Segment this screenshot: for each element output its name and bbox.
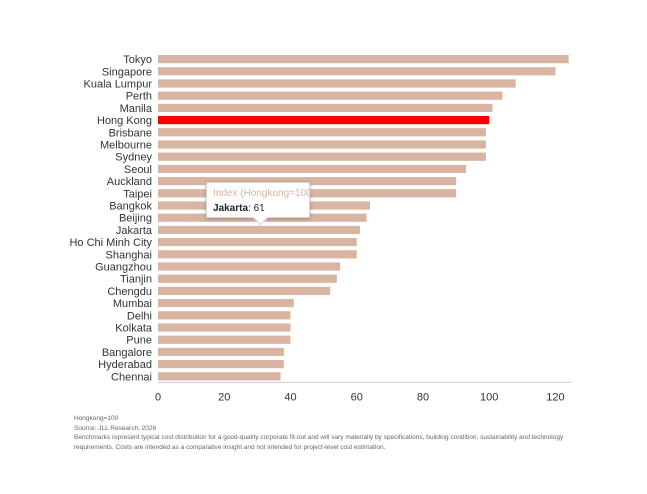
category-label-hyderabad: Hyderabad <box>98 359 152 371</box>
tooltip-body: Jakarta: 61 <box>213 202 303 216</box>
bar-seoul[interactable] <box>158 164 467 173</box>
bar-jakarta[interactable] <box>158 225 361 234</box>
footnote-index-note: Hongkong=100 <box>74 415 119 422</box>
footnote-disclaimer: Benchmarks represent typical cost distri… <box>74 434 564 451</box>
category-label-beijing: Beijing <box>119 213 152 225</box>
x-tick-label-80: 80 <box>417 391 429 403</box>
bar-singapore[interactable] <box>158 67 556 76</box>
tooltip: Index (Hongkong=100) Jakarta: 61 <box>206 182 316 218</box>
bar-melbourne[interactable] <box>158 140 486 149</box>
category-label-bangkok: Bangkok <box>109 201 152 213</box>
bar-mumbai[interactable] <box>158 299 294 308</box>
x-axis-ticks-group: 0 20 40 60 80 100 120 <box>155 391 565 403</box>
category-label-pune: Pune <box>126 335 152 347</box>
category-label-hong-kong: Hong Kong <box>97 115 152 127</box>
category-label-sydney: Sydney <box>115 152 152 164</box>
bar-chennai[interactable] <box>158 372 281 381</box>
tooltip-label: Jakarta <box>213 203 249 214</box>
bar-hong-kong[interactable] <box>158 116 490 125</box>
bar-tokyo[interactable] <box>158 55 569 64</box>
tooltip-value: 61 <box>253 203 265 214</box>
category-label-singapore: Singapore <box>102 66 152 78</box>
category-label-perth: Perth <box>126 91 152 103</box>
bar-bangalore[interactable] <box>158 347 284 356</box>
category-label-melbourne: Melbourne <box>100 140 152 152</box>
category-label-jakarta: Jakarta <box>116 225 153 237</box>
category-label-manila: Manila <box>120 103 153 115</box>
category-label-seoul: Seoul <box>124 164 152 176</box>
x-tick-label-20: 20 <box>218 391 230 403</box>
bar-manila[interactable] <box>158 103 493 112</box>
x-tick-label-0: 0 <box>155 391 161 403</box>
x-tick-label-40: 40 <box>284 391 296 403</box>
bar-brisbane[interactable] <box>158 128 486 137</box>
category-label-chengdu: Chengdu <box>107 286 152 298</box>
bar-kuala-lumpur[interactable] <box>158 79 516 88</box>
tooltip-separator: : <box>248 203 254 214</box>
category-label-chennai: Chennai <box>111 371 152 383</box>
bar-hyderabad[interactable] <box>158 360 284 369</box>
bar-kolkata[interactable] <box>158 323 291 332</box>
category-label-kuala-lumpur: Kuala Lumpur <box>84 79 153 91</box>
category-label-brisbane: Brisbane <box>109 127 152 139</box>
category-label-tokyo: Tokyo <box>123 54 152 66</box>
category-label-bangalore: Bangalore <box>102 347 152 359</box>
category-label-kolkata: Kolkata <box>115 323 153 335</box>
bar-chengdu[interactable] <box>158 286 331 295</box>
bar-perth[interactable] <box>158 91 503 100</box>
bar-ho-chi-minh-city[interactable] <box>158 238 357 247</box>
category-label-ho-chi-minh-city: Ho Chi Minh City <box>69 237 152 249</box>
bar-sydney[interactable] <box>158 152 486 161</box>
category-label-guangzhou: Guangzhou <box>95 262 152 274</box>
bar-delhi[interactable] <box>158 311 291 320</box>
bar-tianjin[interactable] <box>158 274 337 283</box>
category-label-delhi: Delhi <box>127 310 152 322</box>
bar-pune[interactable] <box>158 335 291 344</box>
x-tick-label-100: 100 <box>480 391 498 403</box>
bar-shanghai[interactable] <box>158 250 357 259</box>
bar-guangzhou[interactable] <box>158 262 341 271</box>
x-tick-label-60: 60 <box>351 391 363 403</box>
footnote-source: Source: JLL Research, 2026 <box>74 424 157 432</box>
category-label-auckland: Auckland <box>107 176 152 188</box>
category-label-mumbai: Mumbai <box>113 298 152 310</box>
category-label-shanghai: Shanghai <box>106 249 153 261</box>
category-label-tianjin: Tianjin <box>120 274 152 286</box>
category-label-taipei: Taipei <box>123 188 152 200</box>
x-tick-label-120: 120 <box>546 391 564 403</box>
footnotes: Hongkong=100 Source: JLL Research, 2026 … <box>74 414 594 452</box>
tooltip-title: Index (Hongkong=100) <box>213 188 316 199</box>
